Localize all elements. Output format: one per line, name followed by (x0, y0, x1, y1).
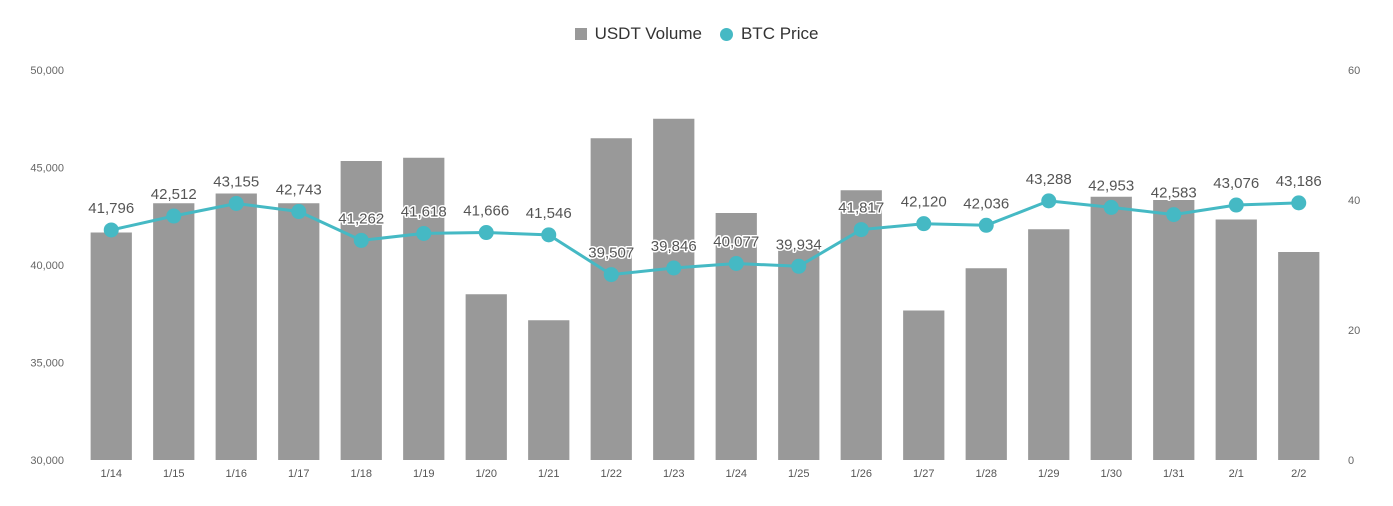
point-btc-price (416, 225, 432, 241)
data-label-btc-price: 39,934 (776, 236, 822, 253)
bar-usdt-volume (465, 294, 507, 460)
data-label-btc-price: 42,036 (963, 195, 1009, 212)
bar-usdt-volume (340, 161, 382, 460)
point-btc-price (666, 260, 682, 276)
bar-usdt-volume (1090, 196, 1132, 460)
data-label-btc-price: 41,796 (88, 200, 134, 217)
bar-usdt-volume (590, 138, 632, 460)
chart-legend: USDT Volume BTC Price (0, 24, 1393, 44)
data-label-btc-price: 41,618 (401, 203, 447, 220)
point-btc-price (1228, 197, 1244, 213)
x-axis-tick-label: 1/16 (226, 468, 247, 480)
data-label-btc-price: 42,743 (276, 182, 322, 199)
left-axis-tick-label: 40,000 (30, 260, 64, 272)
point-btc-price (353, 232, 369, 248)
legend-label-btc-price: BTC Price (740, 24, 819, 43)
data-label-btc-price: 42,583 (1151, 185, 1197, 202)
right-axis-tick-label: 20 (1348, 325, 1360, 337)
left-axis-tick-label: 30,000 (30, 455, 64, 467)
x-axis-tick-label: 1/24 (726, 468, 747, 480)
x-axis-tick-label: 1/14 (101, 468, 122, 480)
left-axis-tick-label: 50,000 (30, 65, 64, 77)
x-axis-tick-label: 1/18 (351, 468, 372, 480)
bar-usdt-volume (1028, 229, 1070, 460)
x-axis-tick-label: 1/25 (788, 468, 809, 480)
bar-usdt-volume (1215, 219, 1257, 460)
data-label-btc-price: 43,076 (1213, 175, 1259, 192)
data-label-btc-price: 41,546 (526, 205, 572, 222)
data-label-btc-price: 41,666 (463, 203, 509, 220)
right-axis-tick-label: 40 (1348, 195, 1360, 207)
legend-swatch-usdt-volume (574, 28, 587, 40)
point-btc-price (1103, 199, 1119, 215)
bar-usdt-volume (1278, 252, 1320, 460)
point-btc-price (541, 227, 557, 243)
data-label-btc-price: 40,077 (713, 233, 759, 250)
x-axis-tick-label: 1/27 (913, 468, 934, 480)
legend-item-usdt-volume: USDT Volume (574, 24, 702, 44)
left-axis-tick-label: 45,000 (30, 163, 64, 175)
bar-usdt-volume (653, 118, 695, 460)
bar-usdt-volume (903, 310, 945, 460)
point-btc-price (728, 255, 744, 271)
point-btc-price (916, 216, 932, 232)
bar-usdt-volume (403, 157, 445, 460)
bar-usdt-volume (153, 203, 195, 460)
bar-usdt-volume (778, 248, 820, 460)
point-btc-price (1166, 207, 1182, 223)
x-axis-tick-label: 2/2 (1291, 468, 1306, 480)
point-btc-price (1291, 195, 1307, 211)
x-axis-tick-label: 1/15 (163, 468, 184, 480)
bar-usdt-volume (90, 232, 132, 460)
legend-swatch-btc-price (719, 27, 733, 41)
point-btc-price (166, 208, 182, 224)
point-btc-price (228, 195, 244, 211)
x-axis-tick-label: 1/28 (976, 468, 997, 480)
point-btc-price (478, 225, 494, 241)
bar-usdt-volume (528, 320, 570, 460)
point-btc-price (978, 217, 994, 233)
data-label-btc-price: 42,120 (901, 194, 947, 211)
data-label-btc-price: 39,507 (588, 245, 634, 262)
point-btc-price (791, 258, 807, 274)
x-axis-tick-label: 1/22 (601, 468, 622, 480)
line-btc-price (109, 199, 1301, 277)
x-axis-tick-label: 1/31 (1163, 468, 1184, 480)
bar-usdt-volume (278, 203, 320, 460)
bar-usdt-volume (215, 193, 257, 460)
data-label-btc-price: 42,512 (151, 186, 197, 203)
data-label-btc-price: 43,186 (1276, 173, 1322, 190)
data-label-btc-price: 39,846 (651, 238, 697, 255)
x-axis-tick-label: 1/30 (1101, 468, 1122, 480)
x-axis-tick-label: 1/23 (663, 468, 684, 480)
point-btc-price (291, 204, 307, 220)
bar-usdt-volume (965, 268, 1007, 460)
left-axis-tick-label: 35,000 (30, 358, 64, 370)
legend-item-btc-price: BTC Price (719, 24, 819, 44)
right-axis-tick-label: 60 (1348, 65, 1360, 77)
data-label-btc-price: 43,288 (1026, 171, 1072, 188)
x-axis-tick-label: 1/19 (413, 468, 434, 480)
x-axis-tick-label: 1/29 (1038, 468, 1059, 480)
x-axis-tick-label: 1/20 (476, 468, 497, 480)
x-axis-tick-label: 2/1 (1229, 468, 1244, 480)
point-btc-price (1041, 193, 1057, 209)
data-label-btc-price: 41,817 (838, 200, 884, 217)
point-btc-price (853, 222, 869, 238)
bar-usdt-volume (1153, 200, 1195, 460)
x-axis-tick-label: 1/17 (288, 468, 309, 480)
right-axis-tick-label: 0 (1348, 455, 1354, 467)
x-axis-tick-label: 1/26 (851, 468, 872, 480)
point-btc-price (603, 267, 619, 283)
point-btc-price (103, 222, 119, 238)
bar-usdt-volume (715, 213, 757, 460)
data-label-btc-price: 43,155 (213, 173, 259, 190)
legend-label-usdt-volume: USDT Volume (594, 24, 702, 43)
data-label-btc-price: 41,262 (338, 210, 384, 227)
data-label-btc-price: 42,953 (1088, 177, 1134, 194)
x-axis-tick-label: 1/21 (538, 468, 559, 480)
